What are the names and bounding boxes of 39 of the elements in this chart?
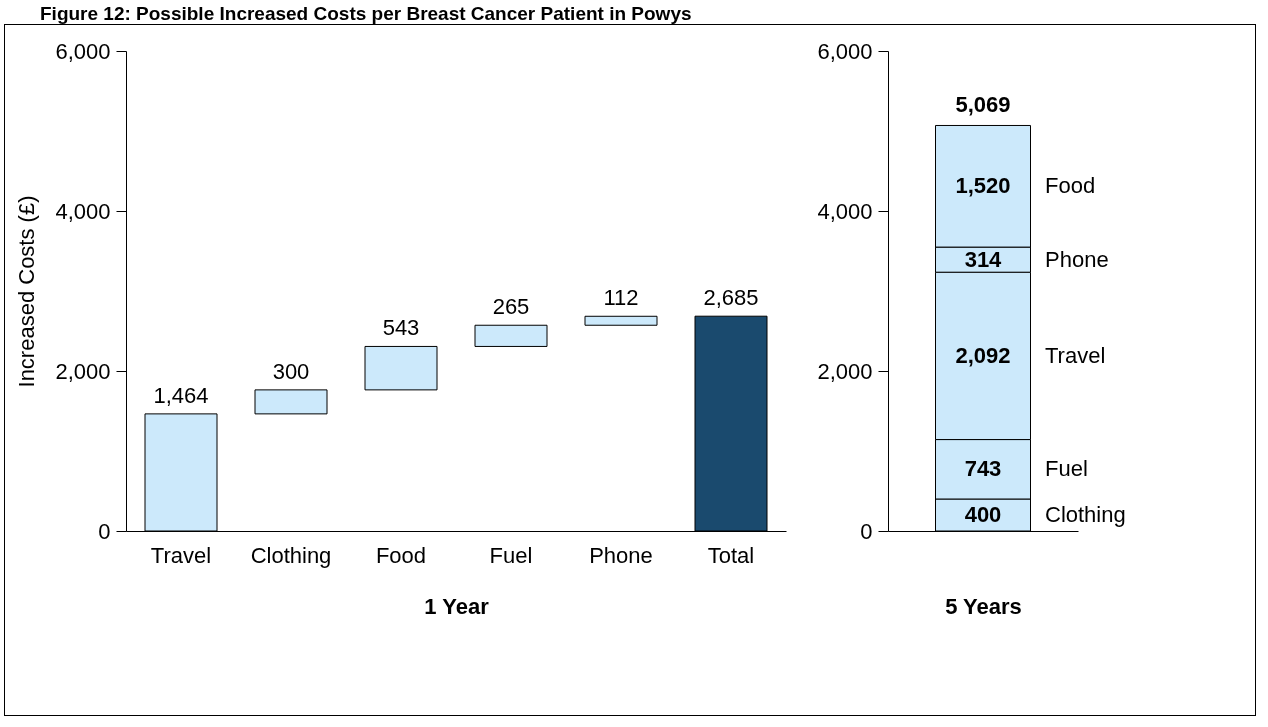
y-tick-label: 4,000: [55, 198, 111, 224]
x-tick-label: Travel: [150, 542, 212, 568]
data-label: 400: [964, 502, 1002, 527]
x-tick-label: Fuel: [489, 542, 533, 568]
x-axis-title: 5 Years: [945, 593, 1022, 619]
data-label: 314: [964, 246, 1003, 272]
data-label: 1,464: [153, 382, 209, 408]
total-label: 5,069: [955, 92, 1011, 118]
series-label: Fuel: [1045, 456, 1088, 482]
y-tick-label: 2,000: [817, 358, 873, 384]
y-tick-label: 4,000: [817, 198, 873, 224]
bar: [584, 315, 658, 326]
series-label: Clothing: [1045, 502, 1126, 527]
data-label: 2,685: [703, 285, 759, 311]
chart-title: Figure 12: Possible Increased Costs per Breast Cancer Patient in Powys: [40, 3, 692, 25]
y-tick-label: 0: [860, 518, 873, 544]
y-tick-label: 0: [98, 518, 111, 544]
y-axis-title: Increased Costs (£): [14, 195, 40, 388]
bar: [254, 389, 328, 415]
y-tick-label: 6,000: [817, 38, 873, 64]
data-label: 112: [603, 285, 639, 311]
x-axis-title: 1 Year: [424, 593, 490, 619]
bar: [364, 345, 438, 391]
x-tick-label: Phone: [589, 542, 653, 568]
data-label: 2,092: [955, 342, 1011, 368]
data-label: 300: [272, 358, 310, 384]
data-label: 265: [492, 294, 530, 320]
series-label: Food: [1045, 173, 1096, 199]
series-label: Travel: [1045, 342, 1106, 368]
y-tick-label: 6,000: [55, 38, 111, 64]
data-label: 543: [382, 315, 420, 341]
x-tick-label: Clothing: [250, 542, 332, 568]
y-tick-label: 2,000: [55, 358, 111, 384]
x-tick-label: Food: [375, 542, 427, 568]
bar: [474, 324, 548, 347]
data-label: 743: [964, 456, 1002, 482]
x-tick-label: Total: [707, 542, 755, 568]
series-label: Phone: [1045, 246, 1109, 272]
data-label: 1,520: [955, 173, 1011, 199]
